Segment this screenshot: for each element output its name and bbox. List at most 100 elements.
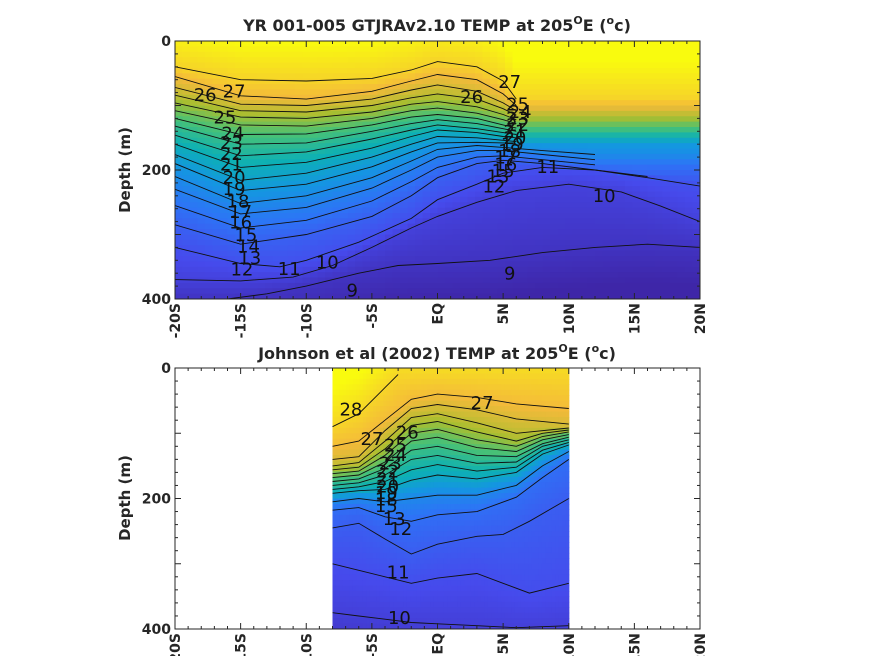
heat-cell: [376, 590, 381, 597]
contour-label: 11: [278, 259, 301, 280]
heat-cell: [342, 618, 347, 625]
heat-cell: [373, 552, 377, 559]
heat-cell: [420, 514, 425, 521]
heat-cell: [423, 493, 428, 500]
heat-cell: [339, 482, 344, 489]
heat-cell: [265, 175, 274, 182]
heat-cell: [520, 170, 529, 176]
heat-cell: [235, 110, 244, 117]
heat-cell: [647, 191, 656, 198]
heat-cell: [212, 170, 221, 176]
heat-cell: [520, 100, 529, 107]
heat-cell: [317, 148, 326, 155]
heat-cell: [662, 277, 671, 284]
heat-cell: [430, 520, 435, 527]
heat-cell: [655, 143, 664, 150]
heat-cell: [392, 78, 401, 85]
heat-cell: [452, 261, 461, 268]
heat-cell: [452, 229, 461, 236]
heat-cell: [437, 41, 446, 47]
heat-cell: [295, 51, 304, 58]
heat-cell: [416, 531, 421, 538]
heat-cell: [197, 218, 206, 225]
heat-cell: [287, 272, 296, 279]
heat-cell: [413, 368, 418, 375]
heat-cell: [310, 57, 319, 64]
heat-cell: [310, 245, 319, 252]
heat-cell: [347, 116, 356, 123]
heat-cell: [227, 110, 236, 117]
heat-cell: [370, 272, 379, 279]
heat-cell: [410, 400, 415, 407]
heat-cell: [332, 601, 337, 608]
heat-cell: [332, 455, 337, 462]
heat-cell: [403, 384, 408, 391]
heat-cell: [272, 245, 281, 252]
heat-cell: [413, 416, 418, 423]
heat-cell: [482, 256, 491, 262]
heat-cell: [310, 159, 319, 166]
heat-cell: [415, 234, 424, 241]
heat-cell: [359, 444, 364, 451]
heat-cell: [572, 89, 581, 96]
heat-cell: [580, 186, 589, 193]
heat-cell: [430, 202, 439, 209]
heat-cell: [342, 427, 347, 434]
heat-cell: [415, 272, 424, 279]
heat-cell: [423, 531, 428, 538]
heat-cell: [310, 84, 319, 90]
heat-cell: [379, 590, 384, 597]
heat-cell: [257, 282, 266, 289]
heat-cell: [332, 159, 341, 166]
heat-cell: [272, 62, 281, 69]
heat-cell: [557, 170, 566, 176]
heat-cell: [400, 245, 409, 252]
heat-cell: [379, 438, 384, 445]
heat-cell: [280, 245, 289, 252]
heat-cell: [602, 51, 611, 58]
heat-cell: [257, 218, 266, 225]
heat-cell: [572, 213, 581, 219]
heat-cell: [452, 164, 461, 171]
heat-cell: [452, 191, 461, 198]
heat-cell: [445, 202, 454, 209]
heat-cell: [542, 137, 551, 144]
heat-cell: [427, 558, 431, 565]
heat-cell: [482, 94, 491, 101]
heat-cell: [332, 547, 337, 554]
heat-cell: [505, 110, 514, 117]
heat-cell: [220, 105, 229, 112]
heat-cell: [460, 110, 469, 117]
heat-cell: [587, 110, 596, 117]
heat-cell: [490, 159, 499, 166]
heat-cell: [580, 73, 589, 80]
heat-cell: [445, 57, 454, 64]
heat-cell: [182, 100, 191, 107]
heat-cell: [356, 531, 361, 538]
heat-cell: [580, 148, 589, 155]
heat-cell: [175, 261, 184, 268]
heat-cell: [692, 223, 700, 230]
heat-cell: [235, 266, 244, 273]
heat-cell: [670, 143, 679, 150]
heat-cell: [392, 223, 401, 230]
heat-cell: [385, 121, 394, 128]
heat-cell: [212, 164, 221, 171]
heat-cell: [370, 282, 379, 289]
heat-cell: [580, 46, 589, 53]
heat-cell: [580, 153, 589, 160]
heat-cell: [310, 78, 319, 85]
heat-cell: [403, 612, 408, 619]
heat-cell: [355, 51, 364, 58]
heat-cell: [182, 148, 191, 155]
heat-cell: [302, 100, 311, 107]
heat-cell: [235, 223, 244, 230]
heat-cell: [400, 596, 404, 603]
heat-cell: [625, 132, 634, 139]
heat-cell: [427, 612, 431, 619]
heat-cell: [250, 116, 259, 123]
heat-cell: [595, 41, 604, 47]
heat-cell: [359, 465, 364, 472]
heat-cell: [437, 46, 446, 53]
heat-cell: [595, 84, 604, 90]
